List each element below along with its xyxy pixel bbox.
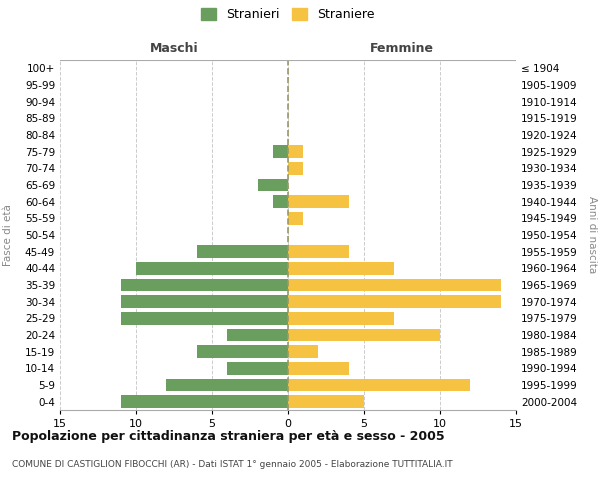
Bar	[288, 346, 319, 358]
Bar	[136, 262, 288, 274]
Bar	[288, 212, 303, 224]
Bar	[197, 246, 288, 258]
Bar	[288, 262, 394, 274]
Bar	[257, 179, 288, 192]
Bar	[273, 196, 288, 208]
Bar	[288, 379, 470, 391]
Text: Fasce di età: Fasce di età	[3, 204, 13, 266]
Bar	[273, 146, 288, 158]
Bar	[288, 246, 349, 258]
Bar	[288, 162, 303, 174]
Bar	[288, 362, 349, 374]
Bar	[227, 329, 288, 341]
Bar	[227, 362, 288, 374]
Bar	[121, 396, 288, 408]
Bar	[121, 296, 288, 308]
Bar	[288, 396, 364, 408]
Bar	[121, 312, 288, 324]
Text: Maschi: Maschi	[149, 42, 199, 55]
Bar	[121, 279, 288, 291]
Bar	[288, 312, 394, 324]
Bar	[288, 329, 440, 341]
Bar	[288, 146, 303, 158]
Bar	[197, 346, 288, 358]
Bar	[288, 196, 349, 208]
Bar	[288, 279, 501, 291]
Bar	[166, 379, 288, 391]
Text: COMUNE DI CASTIGLION FIBOCCHI (AR) - Dati ISTAT 1° gennaio 2005 - Elaborazione T: COMUNE DI CASTIGLION FIBOCCHI (AR) - Dat…	[12, 460, 452, 469]
Bar	[288, 296, 501, 308]
Legend: Stranieri, Straniere: Stranieri, Straniere	[196, 4, 380, 26]
Text: Popolazione per cittadinanza straniera per età e sesso - 2005: Popolazione per cittadinanza straniera p…	[12, 430, 445, 443]
Text: Femmine: Femmine	[370, 42, 434, 55]
Text: Anni di nascita: Anni di nascita	[587, 196, 597, 274]
